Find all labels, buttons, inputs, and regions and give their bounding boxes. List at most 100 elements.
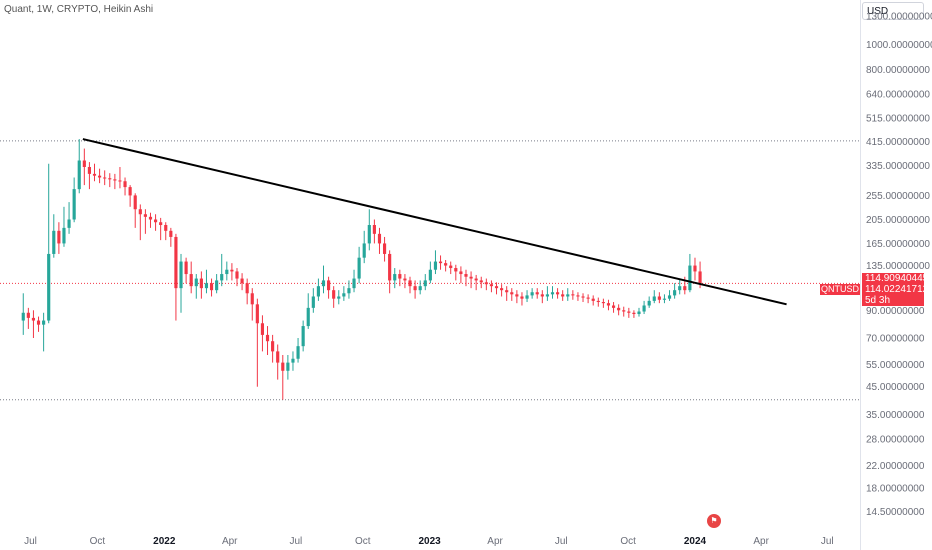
- candle-body: [444, 263, 448, 266]
- y-tick-label: 18.00000000: [866, 483, 925, 494]
- candle-body: [316, 286, 320, 297]
- price-axis-border: [860, 0, 861, 550]
- currency-selector[interactable]: USD: [862, 2, 924, 20]
- candle-body: [179, 261, 183, 289]
- candle-body: [459, 271, 463, 275]
- candle-body: [591, 298, 595, 301]
- candle-body: [530, 292, 534, 296]
- candle-body: [433, 261, 438, 270]
- candle-body: [550, 292, 555, 295]
- candle-body: [98, 175, 102, 178]
- candle-body: [199, 278, 203, 289]
- candle-body: [72, 189, 76, 220]
- candle-body: [617, 307, 621, 311]
- candle-body: [276, 351, 280, 363]
- chart-title: Quant, 1W, CRYPTO, Heikin Ashi: [4, 4, 154, 15]
- candle-body: [657, 296, 661, 300]
- candle-body: [561, 294, 565, 297]
- symbol-label: QNTUSD: [820, 284, 860, 295]
- y-tick-label: 28.00000000: [866, 435, 925, 446]
- y-tick-label: 205.00000000: [866, 215, 930, 226]
- candle-body: [438, 261, 443, 264]
- candle-body: [652, 296, 656, 301]
- candle-body: [622, 310, 626, 312]
- candle-body: [103, 177, 107, 179]
- candle-body: [464, 274, 468, 277]
- candle-body: [230, 269, 234, 272]
- candle-body: [296, 346, 300, 359]
- candle-body: [128, 187, 132, 196]
- candle-body: [342, 293, 346, 297]
- candle-body: [479, 280, 483, 283]
- x-tick-label: Oct: [355, 536, 371, 547]
- y-tick-label: 45.00000000: [866, 382, 925, 393]
- candle-body: [337, 296, 341, 299]
- x-tick-label: Oct: [620, 536, 636, 547]
- candle-body: [47, 253, 51, 321]
- candle-body: [352, 278, 356, 289]
- candle-body: [418, 286, 422, 291]
- candle-body: [77, 160, 81, 190]
- y-tick-label: 640.00000000: [866, 89, 930, 100]
- y-tick-label: 335.00000000: [866, 161, 930, 172]
- candle-body: [194, 278, 198, 287]
- candle-body: [556, 292, 560, 295]
- candle-body: [362, 243, 366, 258]
- candle-body: [159, 222, 163, 226]
- candle-body: [169, 230, 173, 237]
- candle-body: [632, 312, 636, 315]
- candle-body: [388, 253, 392, 281]
- candle-body: [62, 227, 66, 244]
- candle-body: [637, 311, 641, 315]
- candle-body: [36, 320, 41, 325]
- candle-body: [26, 312, 30, 318]
- candle-body: [505, 290, 509, 293]
- x-tick-label: Apr: [222, 536, 238, 547]
- candle-body: [454, 268, 458, 272]
- candle-body: [347, 288, 351, 294]
- candle-body: [108, 178, 112, 180]
- flag-icon[interactable]: ⚑: [707, 514, 721, 528]
- candle-body: [215, 280, 219, 291]
- candle-body: [260, 323, 265, 335]
- candle-body: [413, 286, 417, 291]
- last-price-label: 114.90940445: [862, 273, 928, 284]
- candle-body: [596, 300, 600, 303]
- candle-body: [123, 181, 127, 188]
- x-tick-label: 2022: [153, 536, 176, 547]
- y-tick-label: 415.00000000: [866, 137, 930, 148]
- candle-body: [306, 307, 310, 327]
- candle-body: [204, 283, 209, 289]
- candle-body: [500, 288, 504, 291]
- candle-body: [21, 312, 25, 321]
- candle-body: [494, 286, 499, 289]
- candle-body: [271, 341, 275, 352]
- close-price-label: 114.02241712: [862, 284, 928, 295]
- candle-body: [82, 160, 86, 167]
- candle-body: [367, 225, 371, 244]
- candle-body: [153, 219, 158, 223]
- x-tick-label: Jul: [821, 536, 834, 547]
- y-tick-label: 515.00000000: [866, 113, 930, 124]
- candle-body: [92, 173, 97, 176]
- candle-body: [118, 180, 122, 182]
- candle-body: [291, 358, 295, 363]
- y-tick-label: 55.00000000: [866, 360, 925, 371]
- candle-body: [357, 257, 361, 279]
- candle-body: [148, 216, 153, 220]
- x-tick-label: 2023: [419, 536, 442, 547]
- candle-body: [489, 284, 494, 287]
- candle-body: [683, 286, 687, 291]
- candle-body: [382, 243, 387, 254]
- candle-body: [520, 296, 524, 299]
- candle-body: [133, 195, 137, 210]
- candle-body: [449, 265, 453, 269]
- candle-body: [408, 280, 412, 287]
- candle-body: [393, 274, 397, 281]
- candle-body: [647, 300, 651, 306]
- candle-body: [225, 269, 229, 275]
- candle-body: [377, 233, 382, 244]
- candle-body: [52, 230, 56, 254]
- candle-body: [423, 280, 427, 287]
